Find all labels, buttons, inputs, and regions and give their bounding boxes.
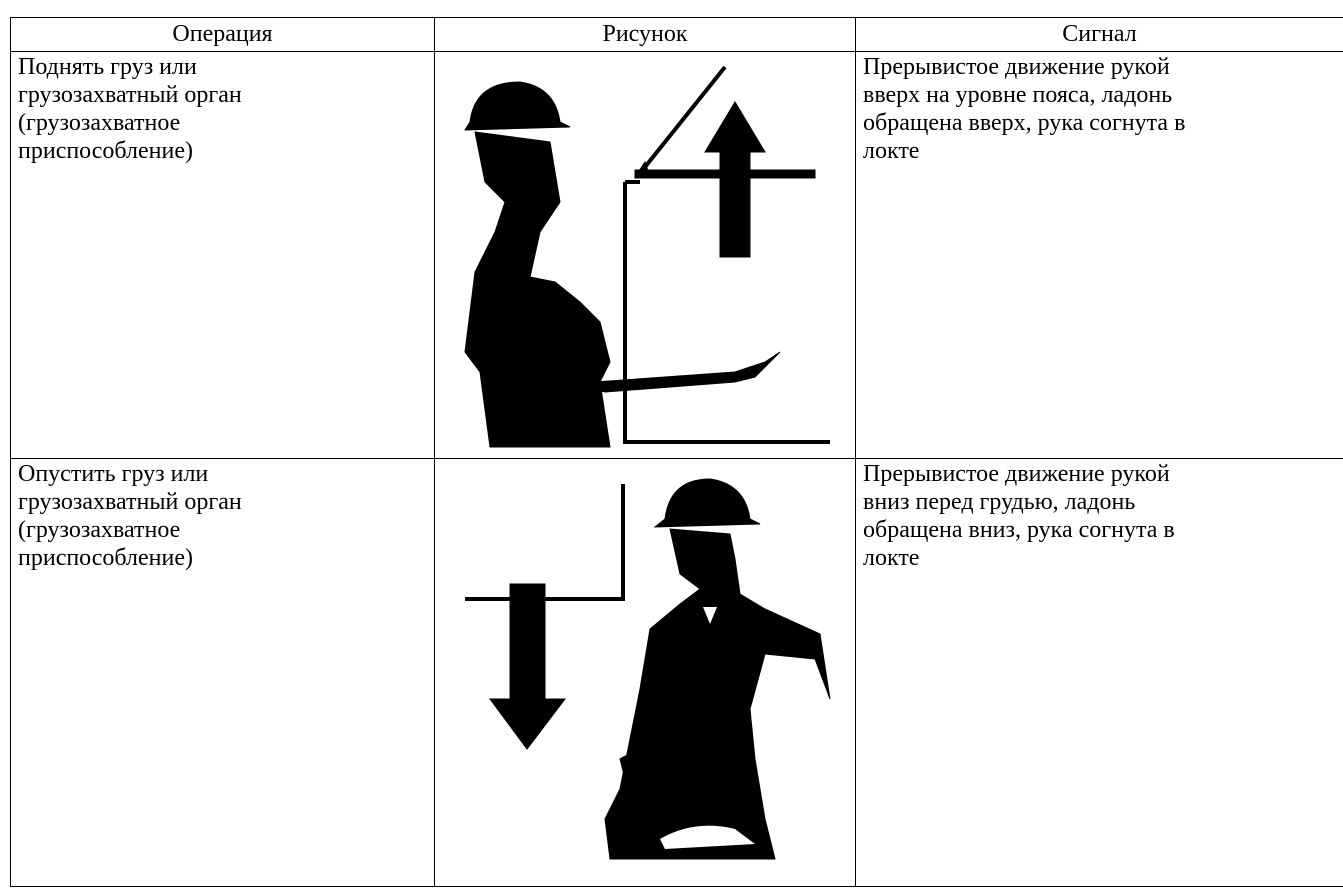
header-row: Операция Рисунок Сигнал [10,17,1343,52]
table-row: Поднять груз или грузозахватный орган (г… [10,51,1343,459]
operation-cell: Опустить груз или грузозахватный орган (… [10,458,435,887]
picture-cell [434,458,856,887]
header-cell: Рисунок [434,17,856,52]
lower-pictogram [465,478,831,860]
signal-table: Операция Рисунок Сигнал Поднять груз или… [10,17,1343,887]
header-cell: Операция [10,17,435,52]
header-cell: Сигнал [855,17,1343,52]
signal-cell: Прерывистое движение рукой вверх на уров… [855,51,1343,459]
lift-pictogram [464,65,830,448]
picture-cell [434,51,856,459]
operation-cell: Поднять груз или грузозахватный орган (г… [10,51,435,459]
table-row: Опустить груз или грузозахватный орган (… [10,458,1343,887]
signal-cell: Прерывистое движение рукой вниз перед гр… [855,458,1343,887]
